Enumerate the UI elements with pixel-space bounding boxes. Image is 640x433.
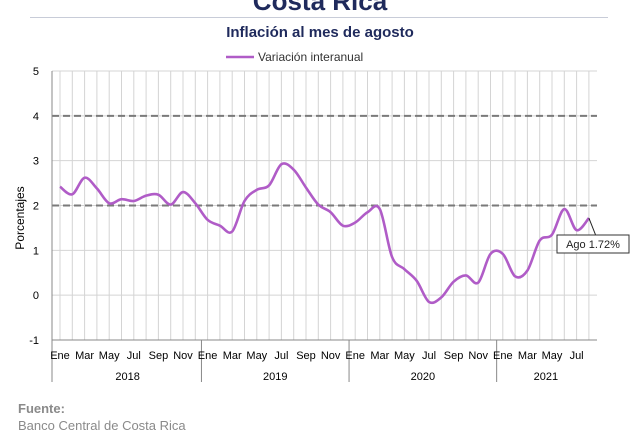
x-tick-label: Nov bbox=[321, 350, 341, 362]
x-tick-label: Nov bbox=[468, 350, 488, 362]
x-tick-label: Ene bbox=[198, 350, 218, 362]
x-tick-label: Jul bbox=[127, 350, 141, 362]
x-tick-label: Jul bbox=[274, 350, 288, 362]
callout-box bbox=[556, 234, 630, 254]
footer-label: Fuente: bbox=[18, 401, 65, 416]
x-tick-label: Mar bbox=[518, 350, 537, 362]
inflation-chart: -1 0 1 2 3 4 5 Ene Mar May Jul Sep Nov Ene Mar May Jul S… bbox=[13, 50, 630, 383]
y-tick-label: 3 bbox=[33, 156, 39, 168]
x-tick-label: Jul bbox=[570, 350, 584, 362]
y-tick-label: 2 bbox=[33, 201, 39, 213]
year-label: 2019 bbox=[263, 371, 287, 383]
y-tick-label: 1 bbox=[33, 245, 39, 257]
x-tick-label: Sep bbox=[296, 350, 316, 362]
x-tick-label: Ene bbox=[50, 350, 70, 362]
reference-lines bbox=[52, 114, 597, 207]
x-tick-label: Sep bbox=[444, 350, 464, 362]
x-tick-label: Ene bbox=[493, 350, 513, 362]
chart-axes bbox=[51, 71, 597, 382]
year-label: 2020 bbox=[411, 371, 435, 383]
value-callout: Ago 1.72% bbox=[556, 217, 630, 254]
x-tick-labels: Ene Mar May Jul Sep Nov Ene Mar May Jul Sep Nov Ene M… bbox=[50, 350, 583, 362]
series-line bbox=[59, 162, 590, 305]
x-tick-label: Mar bbox=[223, 350, 242, 362]
legend-label: Variación interanual bbox=[258, 50, 363, 64]
year-label: 2021 bbox=[534, 371, 558, 383]
y-tick-label: 4 bbox=[33, 111, 39, 123]
x-tick-label: Mar bbox=[370, 350, 389, 362]
y-tick-label: 0 bbox=[33, 290, 39, 302]
y-axis-label: Porcentajes bbox=[13, 186, 27, 249]
y-tick-label: 5 bbox=[33, 66, 39, 78]
y-tick-labels: -1 0 1 2 3 4 5 bbox=[29, 66, 39, 347]
x-tick-label: Ene bbox=[345, 350, 365, 362]
chart-title: Inflación al mes de agosto bbox=[226, 24, 414, 41]
page-title: Costa Rica bbox=[252, 0, 388, 16]
year-labels: 2018 2019 2020 2021 bbox=[115, 371, 558, 383]
title-rule bbox=[30, 17, 608, 18]
chart-legend: Variación interanual bbox=[226, 50, 363, 64]
footer-source: Banco Central de Costa Rica bbox=[18, 418, 186, 433]
x-tick-label: May bbox=[246, 350, 267, 362]
x-tick-label: Nov bbox=[173, 350, 193, 362]
x-tick-label: May bbox=[99, 350, 120, 362]
series-lines bbox=[59, 162, 590, 305]
x-tick-label: May bbox=[394, 350, 415, 362]
x-tick-label: Jul bbox=[422, 350, 436, 362]
x-tick-label: Sep bbox=[149, 350, 169, 362]
x-tick-label: May bbox=[542, 350, 563, 362]
y-tick-label: -1 bbox=[29, 335, 39, 347]
callout-label: Ago 1.72% bbox=[566, 239, 620, 251]
year-label: 2018 bbox=[115, 371, 139, 383]
x-tick-label: Mar bbox=[75, 350, 94, 362]
callout-leader bbox=[588, 217, 597, 237]
